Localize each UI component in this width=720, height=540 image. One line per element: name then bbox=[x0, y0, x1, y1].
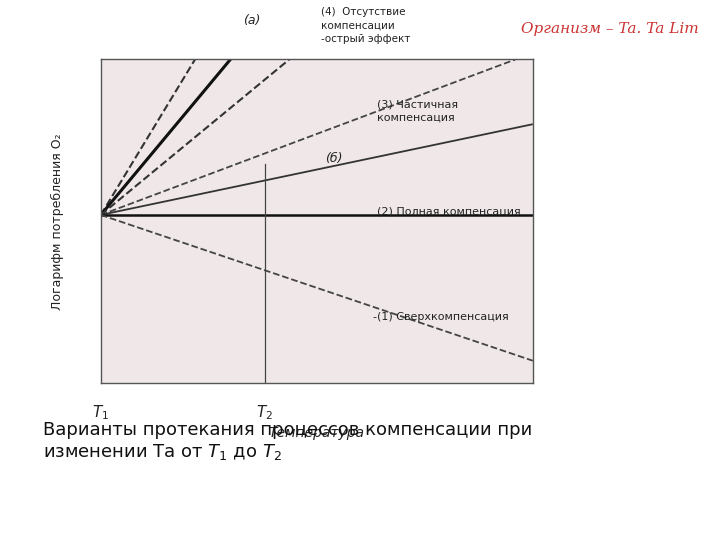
Text: (5) Обратный эффект: (5) Обратный эффект bbox=[0, 539, 1, 540]
Text: (4)  Отсутствие
компенсации
-острый эффект: (4) Отсутствие компенсации -острый эффек… bbox=[321, 8, 410, 44]
Text: (б): (б) bbox=[325, 152, 343, 165]
Text: $T_1$: $T_1$ bbox=[92, 403, 109, 422]
Text: Варианты протекания процессов компенсации при
изменении Ta от $T_1$ до $T_2$: Варианты протекания процессов компенсаци… bbox=[43, 421, 533, 462]
Text: (3) Частичная
компенсация: (3) Частичная компенсация bbox=[377, 100, 459, 123]
Text: (а): (а) bbox=[243, 14, 261, 27]
Text: Температура: Температура bbox=[269, 426, 365, 440]
Text: $T_2$: $T_2$ bbox=[256, 403, 274, 422]
Text: -(1) Сверхкомпенсация: -(1) Сверхкомпенсация bbox=[373, 312, 509, 322]
Text: (2) Полная компенсация: (2) Полная компенсация bbox=[377, 207, 521, 217]
Text: Логарифм потребления О₂: Логарифм потребления О₂ bbox=[51, 133, 64, 310]
Text: Организм – Ta. Ta Lim: Организм – Ta. Ta Lim bbox=[521, 22, 698, 36]
